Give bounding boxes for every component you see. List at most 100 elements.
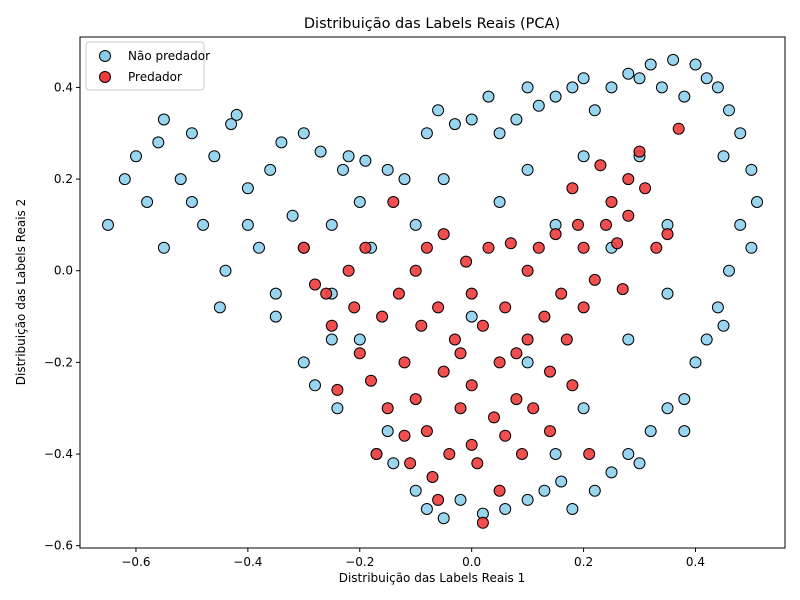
point-nao-predador-67 [667,53,680,66]
point-nao-predador-4 [152,136,165,149]
point-nao-predador-110 [717,150,730,163]
point-nao-predador-54 [566,503,579,515]
point-predador-36 [488,411,500,424]
point-nao-predador-68 [678,90,691,103]
point-nao-predador-105 [437,173,450,186]
point-nao-predador-33 [398,173,411,186]
point-predador-63 [611,237,624,250]
point-nao-predador-24 [331,402,344,415]
point-nao-predador-1 [118,173,131,186]
y-tick-label-5: 0.4 [54,80,73,94]
point-predador-53 [566,182,579,195]
point-predador-23 [432,301,445,314]
point-predador-13 [387,196,400,208]
point-predador-68 [639,182,652,195]
point-predador-46 [532,241,545,254]
point-predador-27 [448,333,461,346]
point-nao-predador-98 [493,196,506,208]
point-nao-predador-16 [269,287,282,300]
point-predador-49 [544,425,556,438]
point-nao-predador-60 [622,67,635,80]
legend: Não predador Predador [85,41,210,91]
point-nao-predador-8 [197,218,210,231]
point-predador-14 [392,287,405,300]
point-predador-38 [493,484,506,497]
point-predador-12 [381,402,394,415]
point-predador-15 [398,356,411,369]
point-nao-predador-3 [141,196,154,208]
point-nao-predador-108 [661,287,674,300]
point-nao-predador-23 [325,218,338,231]
point-predador-7 [353,347,366,360]
point-predador-76 [454,347,467,360]
point-nao-predador-89 [409,218,422,231]
point-nao-predador-73 [700,333,713,346]
point-nao-predador-94 [157,241,170,254]
legend-label-nao-predador: Não predador [128,49,210,63]
point-predador-28 [454,402,467,415]
point-nao-predador-37 [432,104,445,117]
point-nao-predador-58 [605,81,618,94]
point-predador-3 [325,319,338,332]
point-predador-10 [370,448,383,460]
point-nao-predador-57 [588,484,601,497]
point-nao-predador-46 [510,113,523,126]
point-predador-11 [376,310,389,323]
point-predador-30 [465,287,478,300]
point-predador-48 [544,365,556,378]
legend-label-predador: Predador [128,70,182,84]
point-nao-predador-51 [549,90,562,103]
point-nao-predador-38 [437,512,450,525]
point-predador-19 [415,319,428,332]
point-nao-predador-11 [225,118,238,131]
point-predador-69 [650,241,663,254]
point-nao-predador-107 [325,333,338,346]
point-nao-predador-50 [538,484,551,497]
point-predador-75 [499,429,512,442]
point-predador-62 [605,196,618,208]
point-nao-predador-53 [566,81,579,94]
point-predador-72 [432,493,445,506]
point-nao-predador-74 [711,81,724,94]
point-nao-predador-63 [644,58,657,71]
point-nao-predador-31 [381,163,394,176]
point-predador-44 [521,264,534,277]
y-tick-label-2: −0.2 [44,355,73,369]
point-predador-50 [549,228,562,241]
point-nao-predador-104 [521,163,534,176]
x-tick-label-1: −0.4 [233,555,262,569]
point-nao-predador-26 [342,150,355,163]
point-nao-predador-75 [711,301,724,314]
point-nao-predador-90 [353,196,366,208]
point-nao-predador-84 [678,425,691,438]
point-predador-17 [409,264,422,277]
point-predador-77 [510,347,523,360]
point-nao-predador-85 [633,457,646,470]
x-axis-label: Distribuição das Labels Reais 1 [339,571,526,585]
point-nao-predador-80 [745,163,758,176]
point-predador-25 [437,228,450,241]
point-nao-predador-39 [448,118,461,131]
point-nao-predador-32 [387,457,400,470]
point-nao-predador-36 [420,503,433,515]
point-nao-predador-48 [521,493,534,506]
point-predador-34 [476,319,489,332]
x-tick-label-5: 0.4 [686,555,705,569]
point-nao-predador-5 [157,113,170,126]
point-nao-predador-69 [678,393,691,406]
point-nao-predador-18 [286,209,299,222]
legend-box [85,41,205,91]
point-nao-predador-111 [549,448,562,460]
point-predador-6 [348,301,361,314]
point-predador-29 [460,255,473,268]
point-predador-56 [577,301,590,314]
point-predador-57 [577,241,590,254]
point-predador-32 [471,457,484,470]
point-nao-predador-64 [644,425,657,438]
point-predador-24 [437,365,450,378]
x-tick-label-0: −0.6 [121,555,150,569]
point-nao-predador-0 [102,218,114,231]
point-nao-predador-25 [337,163,349,176]
point-nao-predador-59 [605,466,618,479]
point-predador-9 [365,374,377,387]
